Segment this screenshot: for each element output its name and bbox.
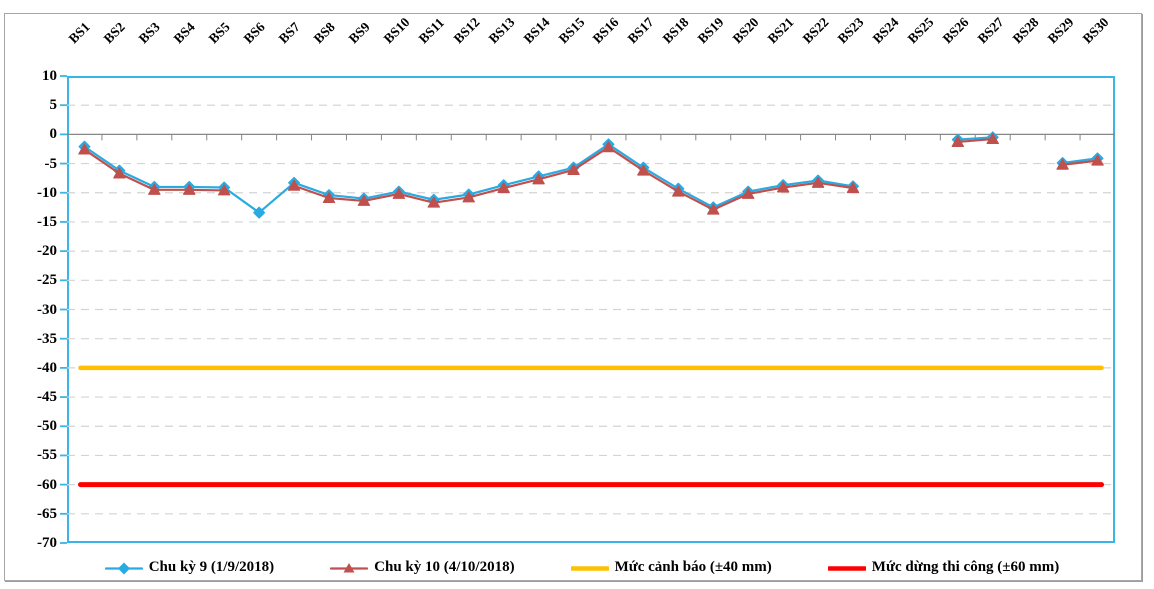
legend-diamond-swatch	[104, 562, 143, 574]
x-category-label: BS11	[415, 14, 447, 47]
x-category-label: BS21	[764, 14, 797, 47]
series-line	[293, 146, 854, 211]
triangle-marker	[672, 185, 685, 197]
series-line	[1062, 159, 1098, 166]
triangle-marker	[1091, 154, 1104, 166]
chart-figure: 10 5 0 -5 -10 -15 -20 -25 -30 -35 -40 -45 -50 -55 -60 -…	[4, 13, 1142, 581]
triangle-marker	[148, 183, 161, 195]
triangle-marker	[113, 167, 126, 179]
triangle-marker	[462, 191, 475, 203]
triangle-marker	[392, 187, 406, 199]
x-category-label: BS19	[694, 14, 727, 47]
x-category-label: BS10	[380, 14, 413, 47]
x-category-label: BS24	[869, 14, 902, 47]
x-category-label: BS20	[729, 14, 762, 47]
x-category-label: BS16	[590, 14, 622, 47]
triangle-marker	[427, 196, 440, 208]
y-tick-label: -10	[37, 184, 57, 201]
legend-item: Mức cảnh báo (±40 mm)	[570, 559, 772, 576]
diamond-marker	[253, 206, 266, 219]
triangle-marker	[986, 133, 999, 145]
triangle-marker	[287, 179, 301, 191]
y-tick-label: -40	[37, 359, 57, 376]
legend-label: Chu kỳ 10 (4/10/2018)	[374, 559, 515, 575]
y-tick-label: -30	[37, 301, 57, 318]
x-category-label: BS14	[520, 14, 553, 47]
series-line	[957, 137, 993, 144]
x-category-label: BS22	[799, 14, 832, 47]
legend-item: Mức dừng thi công (±60 mm)	[827, 559, 1060, 576]
triangle-marker	[78, 143, 91, 155]
triangle-marker	[357, 194, 371, 206]
x-category-label: BS17	[625, 14, 657, 47]
triangle-marker	[183, 183, 196, 195]
legend-triangle-swatch	[330, 562, 369, 572]
y-tick-label: -50	[37, 418, 57, 435]
y-tick-label: -60	[37, 476, 57, 493]
legend-label: Chu kỳ 9 (1/9/2018)	[148, 559, 275, 575]
triangle-marker	[497, 182, 510, 194]
x-category-label: BS6	[240, 19, 268, 47]
x-category-label: BS2	[101, 19, 129, 47]
x-category-label: BS29	[1044, 14, 1077, 47]
legend: Chu kỳ 9 (1/9/2018) Chu kỳ 10 (4/10/2018)…	[5, 559, 1154, 576]
triangle-marker	[742, 187, 755, 199]
series-line	[1062, 157, 1098, 165]
legend-item: Chu kỳ 9 (1/9/2018)	[104, 559, 275, 576]
x-category-label: BS18	[660, 14, 692, 47]
y-tick-label: -65	[37, 505, 57, 522]
triangle-marker	[776, 181, 790, 193]
x-category-label: BS23	[834, 14, 867, 47]
x-category-label: BS25	[904, 14, 937, 47]
legend-label: Mức cảnh báo (±40 mm)	[614, 559, 772, 575]
x-category-label: BS30	[1079, 14, 1112, 47]
triangle-marker	[1056, 158, 1069, 170]
legend-item: Chu kỳ 10 (4/10/2018)	[330, 559, 515, 576]
y-tick-label: -20	[37, 243, 57, 260]
x-category-label: BS27	[974, 14, 1007, 47]
x-category-label: BS3	[136, 19, 164, 47]
y-tick-label: -55	[37, 447, 57, 464]
triangle-marker	[322, 192, 336, 204]
y-tick-label: 10	[42, 68, 57, 84]
x-category-label: BS7	[275, 19, 303, 47]
y-tick-label: 0	[49, 126, 58, 143]
triangle-marker	[602, 141, 615, 153]
y-tick-label: -45	[37, 389, 57, 406]
triangle-marker	[811, 176, 825, 188]
x-category-label: BS9	[345, 19, 373, 47]
triangle-marker	[567, 163, 580, 175]
triangle-marker	[532, 173, 545, 185]
x-category-label: BS15	[555, 14, 588, 47]
triangle-marker	[951, 135, 964, 147]
triangle-marker	[707, 203, 720, 215]
y-tick-label: -70	[37, 535, 57, 551]
legend-label: Mức dừng thi công (±60 mm)	[871, 559, 1060, 575]
x-category-label: BS4	[170, 19, 199, 47]
x-category-label: BS26	[939, 14, 972, 47]
triangle-marker	[637, 164, 650, 176]
triangle-marker	[218, 184, 231, 196]
plot-area	[60, 75, 1115, 544]
x-category-label: BS12	[450, 14, 483, 47]
y-tick-label: 5	[49, 97, 58, 114]
x-category-label: BS8	[310, 19, 338, 47]
legend-line-swatch	[570, 565, 609, 571]
legend-line-swatch	[827, 565, 866, 571]
x-category-label: BS13	[485, 14, 518, 47]
y-tick-label: -15	[37, 213, 57, 230]
y-tick-label: -25	[37, 272, 57, 289]
x-category-label: BS1	[66, 19, 94, 47]
x-category-label: BS28	[1009, 14, 1042, 47]
x-category-label: BS5	[205, 19, 233, 47]
plot-canvas	[60, 75, 1115, 544]
triangle-marker	[846, 182, 860, 194]
y-tick-label: -5	[44, 155, 58, 172]
y-tick-label: -35	[37, 330, 57, 347]
